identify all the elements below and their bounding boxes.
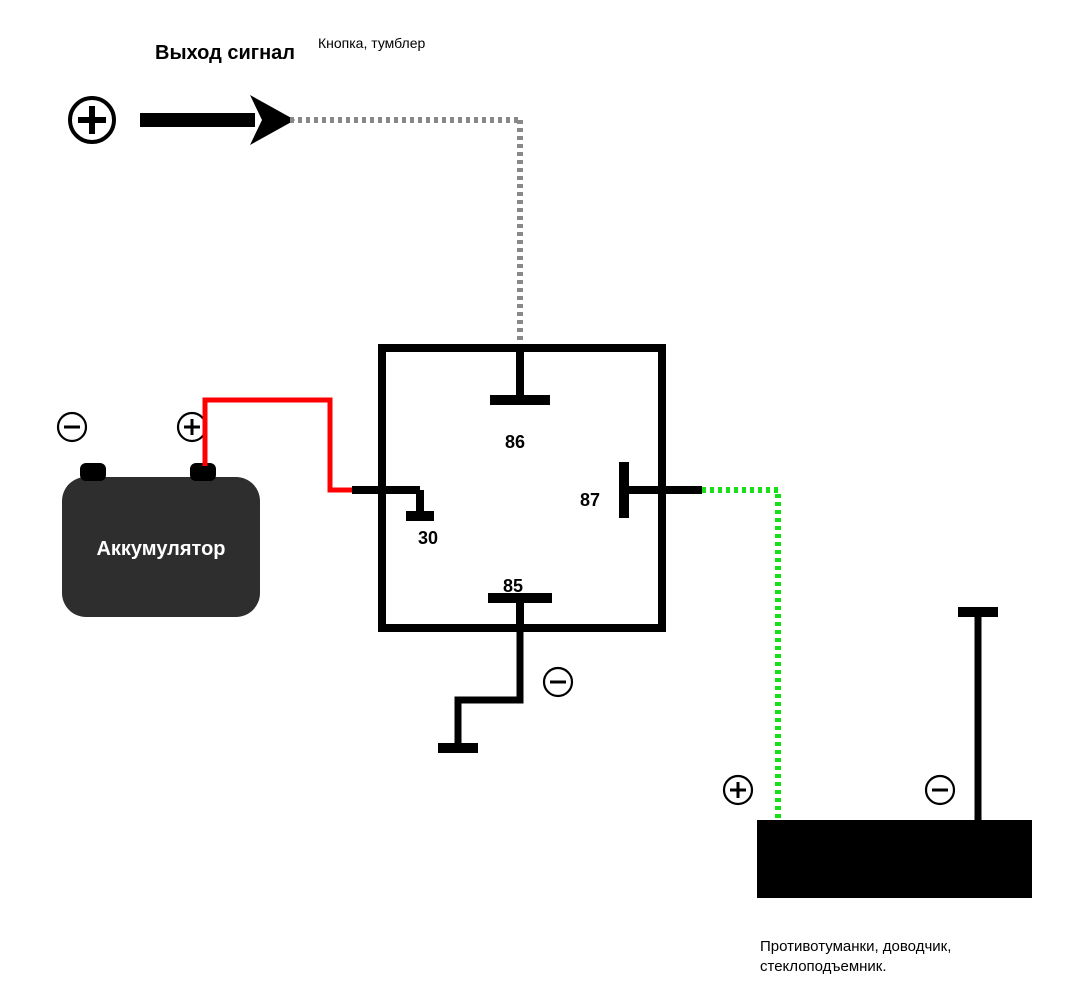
wire-85-ground-black <box>438 628 520 748</box>
wire-green <box>660 490 778 820</box>
minus-85-icon <box>544 668 572 696</box>
load-block <box>757 820 1032 898</box>
relay-pin-30 <box>382 490 434 516</box>
battery-minus-icon <box>58 413 86 441</box>
plus-source-icon <box>70 98 114 142</box>
wire-red <box>205 400 382 490</box>
relay-pin-87 <box>624 462 662 518</box>
wire-load-neg-black <box>958 612 998 820</box>
load-minus-icon <box>926 776 954 804</box>
load-plus-icon <box>724 776 752 804</box>
circuit-diagram: Выход сигнал Кнопка, тумблер 86 85 30 87… <box>0 0 1080 1004</box>
relay-pin-86 <box>490 348 550 400</box>
circuit-svg <box>0 0 1080 1004</box>
battery-label: Аккумулятор <box>74 538 248 561</box>
relay-pin-85 <box>488 598 552 628</box>
signal-arrow-icon <box>140 95 295 145</box>
wire-signal-gray <box>290 120 520 348</box>
battery-plus-icon <box>178 413 206 441</box>
